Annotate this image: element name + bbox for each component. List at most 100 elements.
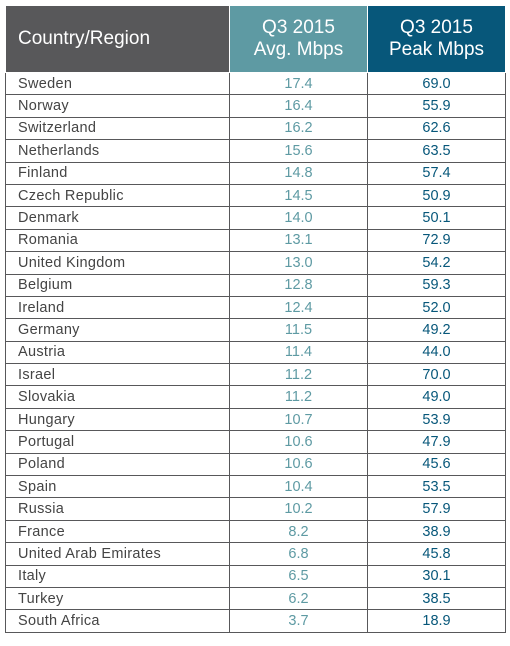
country-cell: Sweden <box>5 71 230 96</box>
avg-mbps-cell: 13.0 <box>229 251 368 275</box>
peak-mbps-cell: 57.9 <box>367 497 506 521</box>
country-cell: France <box>5 519 230 544</box>
table-row: South Africa 3.7 18.9 <box>5 609 506 633</box>
country-cell: Denmark <box>5 206 230 230</box>
country-cell: Hungary <box>5 407 230 432</box>
country-cell: Romania <box>5 228 230 253</box>
peak-mbps-cell: 45.8 <box>367 542 506 566</box>
table-row: Belgium 12.8 59.3 <box>5 273 506 297</box>
country-cell: Norway <box>5 94 230 118</box>
peak-mbps-cell: 55.9 <box>367 94 506 118</box>
table-row: Ireland 12.4 52.0 <box>5 295 506 320</box>
country-cell: Austria <box>5 340 230 365</box>
peak-mbps-cell: 45.6 <box>367 452 506 477</box>
table-body: Sweden 17.4 69.0 Norway 16.4 55.9 Switzerland 1… <box>5 71 506 633</box>
header-peak-mbps: Q3 2015 Peak Mbps <box>367 5 506 73</box>
table-row: Austria 11.4 44.0 <box>5 340 506 365</box>
avg-mbps-cell: 11.2 <box>229 385 368 409</box>
header-peak-line1: Q3 2015 <box>400 17 473 38</box>
table-row: Hungary 10.7 53.9 <box>5 407 506 432</box>
table-row: Norway 16.4 55.9 <box>5 94 506 118</box>
table-row: Poland 10.6 45.6 <box>5 452 506 477</box>
country-cell: Finland <box>5 161 230 185</box>
peak-mbps-cell: 57.4 <box>367 161 506 185</box>
peak-mbps-cell: 52.0 <box>367 295 506 320</box>
avg-mbps-cell: 14.0 <box>229 206 368 230</box>
country-cell: Turkey <box>5 586 230 611</box>
avg-mbps-cell: 11.5 <box>229 318 368 342</box>
peak-mbps-cell: 69.0 <box>367 71 506 96</box>
header-avg-line2: Avg. Mbps <box>253 39 344 60</box>
table-row: Sweden 17.4 69.0 <box>5 71 506 96</box>
table-row: Denmark 14.0 50.1 <box>5 206 506 230</box>
avg-mbps-cell: 14.8 <box>229 161 368 185</box>
table-row: Romania 13.1 72.9 <box>5 228 506 253</box>
country-cell: Czech Republic <box>5 183 230 208</box>
avg-mbps-cell: 14.5 <box>229 183 368 208</box>
avg-mbps-cell: 8.2 <box>229 519 368 544</box>
avg-mbps-cell: 16.4 <box>229 94 368 118</box>
table-row: United Kingdom 13.0 54.2 <box>5 251 506 275</box>
table-row: Finland 14.8 57.4 <box>5 161 506 185</box>
speed-table: Country/Region Q3 2015 Avg. Mbps Q3 2015… <box>5 5 506 633</box>
country-cell: Ireland <box>5 295 230 320</box>
peak-mbps-cell: 53.9 <box>367 407 506 432</box>
country-cell: South Africa <box>5 609 230 633</box>
header-avg-line1: Q3 2015 <box>262 17 335 38</box>
table-row: France 8.2 38.9 <box>5 519 506 544</box>
peak-mbps-cell: 54.2 <box>367 251 506 275</box>
peak-mbps-cell: 47.9 <box>367 430 506 454</box>
avg-mbps-cell: 10.6 <box>229 452 368 477</box>
avg-mbps-cell: 6.5 <box>229 564 368 588</box>
country-cell: United Arab Emirates <box>5 542 230 566</box>
avg-mbps-cell: 12.4 <box>229 295 368 320</box>
peak-mbps-cell: 62.6 <box>367 116 506 141</box>
table-row: Russia 10.2 57.9 <box>5 497 506 521</box>
country-cell: Slovakia <box>5 385 230 409</box>
peak-mbps-cell: 49.0 <box>367 385 506 409</box>
country-cell: Netherlands <box>5 139 230 163</box>
peak-mbps-cell: 59.3 <box>367 273 506 297</box>
table-row: Czech Republic 14.5 50.9 <box>5 183 506 208</box>
avg-mbps-cell: 15.6 <box>229 139 368 163</box>
table-row: Switzerland 16.2 62.6 <box>5 116 506 141</box>
country-cell: Israel <box>5 363 230 387</box>
peak-mbps-cell: 38.5 <box>367 586 506 611</box>
peak-mbps-cell: 63.5 <box>367 139 506 163</box>
country-cell: Switzerland <box>5 116 230 141</box>
table-row: United Arab Emirates 6.8 45.8 <box>5 542 506 566</box>
avg-mbps-cell: 10.4 <box>229 475 368 499</box>
country-cell: Spain <box>5 475 230 499</box>
avg-mbps-cell: 10.7 <box>229 407 368 432</box>
country-cell: United Kingdom <box>5 251 230 275</box>
avg-mbps-cell: 17.4 <box>229 71 368 96</box>
country-cell: Germany <box>5 318 230 342</box>
peak-mbps-cell: 70.0 <box>367 363 506 387</box>
table-row: Israel 11.2 70.0 <box>5 363 506 387</box>
header-country: Country/Region <box>5 5 230 73</box>
table-row: Spain 10.4 53.5 <box>5 475 506 499</box>
country-cell: Russia <box>5 497 230 521</box>
table-row: Netherlands 15.6 63.5 <box>5 139 506 163</box>
table-row: Portugal 10.6 47.9 <box>5 430 506 454</box>
peak-mbps-cell: 18.9 <box>367 609 506 633</box>
header-row: Country/Region Q3 2015 Avg. Mbps Q3 2015… <box>5 5 506 73</box>
peak-mbps-cell: 50.1 <box>367 206 506 230</box>
country-cell: Belgium <box>5 273 230 297</box>
avg-mbps-cell: 11.4 <box>229 340 368 365</box>
avg-mbps-cell: 10.2 <box>229 497 368 521</box>
table-header: Country/Region Q3 2015 Avg. Mbps Q3 2015… <box>5 5 506 73</box>
peak-mbps-cell: 30.1 <box>367 564 506 588</box>
peak-mbps-cell: 38.9 <box>367 519 506 544</box>
peak-mbps-cell: 53.5 <box>367 475 506 499</box>
peak-mbps-cell: 49.2 <box>367 318 506 342</box>
avg-mbps-cell: 13.1 <box>229 228 368 253</box>
table-row: Turkey 6.2 38.5 <box>5 586 506 611</box>
country-cell: Poland <box>5 452 230 477</box>
avg-mbps-cell: 11.2 <box>229 363 368 387</box>
table-row: Slovakia 11.2 49.0 <box>5 385 506 409</box>
header-peak-line2: Peak Mbps <box>388 39 485 60</box>
speed-table-container: Country/Region Q3 2015 Avg. Mbps Q3 2015… <box>5 5 506 633</box>
peak-mbps-cell: 44.0 <box>367 340 506 365</box>
table-row: Germany 11.5 49.2 <box>5 318 506 342</box>
